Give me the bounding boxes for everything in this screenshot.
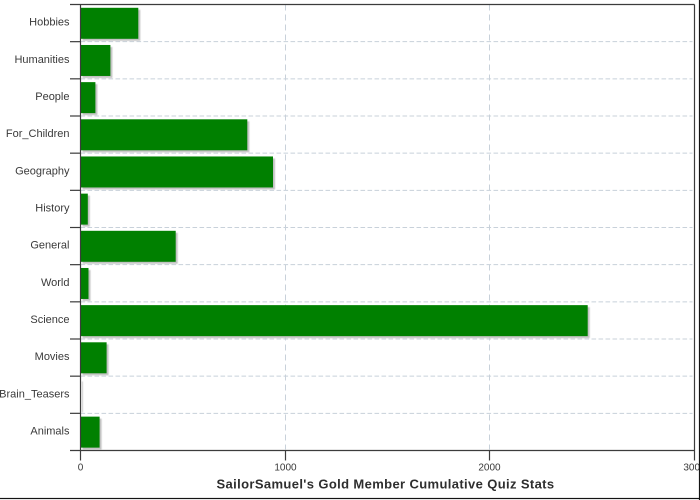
svg-text:2000: 2000 (478, 463, 501, 474)
svg-text:Humanities: Humanities (14, 54, 70, 66)
svg-text:Hobbies: Hobbies (29, 17, 70, 29)
svg-text:World: World (41, 277, 70, 289)
svg-text:For_Children: For_Children (6, 128, 70, 140)
svg-text:3000: 3000 (683, 463, 700, 474)
svg-text:1000: 1000 (274, 463, 297, 474)
svg-text:People: People (35, 91, 69, 103)
svg-text:Science: Science (30, 314, 69, 326)
svg-text:General: General (30, 240, 69, 252)
svg-text:History: History (35, 202, 70, 214)
svg-text:0: 0 (78, 463, 84, 474)
svg-text:Geography: Geography (15, 165, 70, 177)
svg-text:Movies: Movies (35, 351, 70, 363)
svg-text:SailorSamuel's Gold Member Cum: SailorSamuel's Gold Member Cumulative Qu… (217, 477, 555, 492)
svg-text:Brain_Teasers: Brain_Teasers (0, 388, 70, 400)
svg-text:Animals: Animals (30, 425, 70, 437)
